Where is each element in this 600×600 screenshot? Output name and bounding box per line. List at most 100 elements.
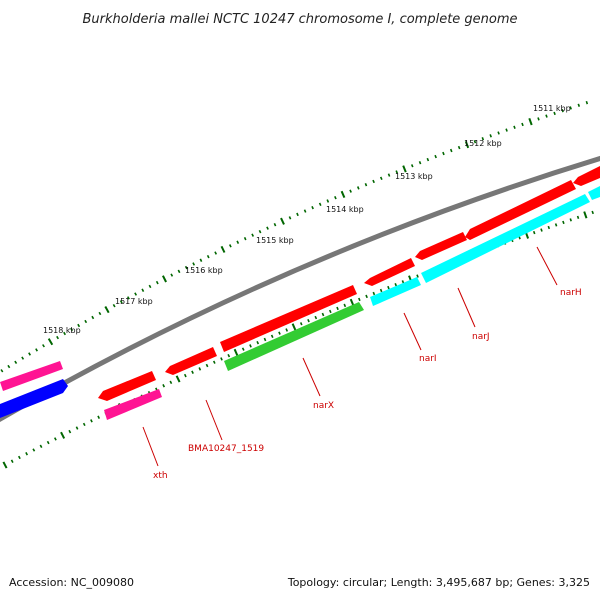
kbp-label-1516: 1516 kbp <box>185 266 223 275</box>
inner-tick <box>227 353 231 358</box>
outer-tick <box>434 154 437 159</box>
outer-tick <box>273 222 277 227</box>
kbp-label-1512: 1512 kbp <box>464 139 502 148</box>
gene-label-narH[interactable]: narH <box>560 288 582 298</box>
inner-tick <box>39 444 43 448</box>
kbp-label-1511: 1511 kbp <box>533 104 571 113</box>
gene-arrow[interactable] <box>370 277 421 306</box>
inner-tick <box>241 347 245 351</box>
inner-tick <box>233 348 239 357</box>
gene-arrow[interactable] <box>0 361 63 391</box>
outer-tick <box>70 327 73 332</box>
leader-line <box>536 246 558 286</box>
outer-tick <box>21 356 25 360</box>
outer-tick <box>364 183 368 187</box>
outer-tick <box>340 190 346 199</box>
inner-tick <box>416 274 419 278</box>
outer-tick <box>464 140 470 149</box>
gene-label-narI[interactable]: narI <box>419 354 437 364</box>
inner-tick <box>291 323 297 331</box>
gene-label-narX[interactable]: narX <box>313 401 334 411</box>
outer-tick <box>206 254 210 259</box>
gene-arrow[interactable] <box>220 285 357 352</box>
gene-label-xth[interactable]: xth <box>153 471 168 481</box>
inner-tick <box>569 218 572 222</box>
outer-tick <box>84 319 88 324</box>
outer-tick <box>228 244 232 248</box>
outer-tick <box>349 189 352 193</box>
gene-label-BMA10247_1519[interactable]: BMA10247_1519 <box>188 444 264 454</box>
inner-tick <box>90 419 93 423</box>
gene-arrow[interactable] <box>98 371 156 401</box>
leader-line <box>457 287 476 328</box>
gene-arrow[interactable] <box>224 302 364 371</box>
outer-tick <box>243 236 247 241</box>
gene-arrow[interactable] <box>165 347 217 375</box>
gene-arrow[interactable] <box>364 258 415 286</box>
gene-arrow[interactable] <box>573 166 600 186</box>
inner-tick <box>379 288 383 293</box>
outer-tick <box>379 176 383 181</box>
inner-tick <box>75 426 79 430</box>
outer-tick <box>91 315 95 320</box>
gene-arrow[interactable] <box>465 180 576 240</box>
outer-tick <box>104 306 110 314</box>
inner-tick <box>97 415 101 419</box>
outer-tick <box>318 202 322 207</box>
inner-tick <box>591 210 594 215</box>
outer-tick <box>288 216 292 220</box>
inner-tick <box>358 297 361 302</box>
inner-tick <box>2 461 8 469</box>
outer-tick <box>141 288 145 292</box>
inner-tick <box>307 318 310 323</box>
inner-tick <box>343 303 347 308</box>
outer-tick <box>372 179 375 184</box>
outer-tick <box>127 296 130 300</box>
kbp-label-1514: 1514 kbp <box>326 205 364 214</box>
inner-tick <box>540 228 543 232</box>
outer-tick <box>513 125 516 129</box>
outer-tick <box>449 148 453 153</box>
outer-tick <box>402 165 407 173</box>
inner-tick <box>547 225 551 230</box>
outer-tick <box>251 233 255 237</box>
gene-arrow[interactable] <box>0 379 68 418</box>
kbp-label-1517: 1517 kbp <box>115 297 153 306</box>
inner-tick <box>46 440 50 445</box>
outer-tick <box>418 161 422 165</box>
gene-arrow[interactable] <box>588 186 600 200</box>
inner-tick <box>220 357 223 361</box>
outer-tick <box>577 103 581 107</box>
chromosome-backbone <box>0 155 600 423</box>
inner-tick <box>328 309 332 314</box>
outer-tick <box>170 273 174 277</box>
outer-tick <box>236 240 240 244</box>
inner-tick <box>299 322 303 326</box>
outer-tick <box>528 117 533 126</box>
outer-tick <box>481 137 485 141</box>
outer-tick <box>162 275 167 283</box>
gene-arrow[interactable] <box>421 194 590 283</box>
inner-tick <box>321 312 325 317</box>
outer-tick <box>426 157 430 162</box>
outer-tick <box>177 269 181 274</box>
outer-tick <box>7 364 11 369</box>
inner-tick <box>583 211 588 219</box>
outer-tick <box>395 170 399 174</box>
gene-label-narJ[interactable]: narJ <box>472 332 490 342</box>
gene-arrow[interactable] <box>415 232 467 260</box>
outer-tick <box>505 128 508 132</box>
inner-tick <box>191 370 194 374</box>
outer-tick <box>77 323 81 328</box>
inner-tick <box>53 437 57 441</box>
outer-tick <box>134 292 138 296</box>
outer-tick <box>410 164 414 168</box>
inner-tick <box>205 363 209 368</box>
outer-tick <box>553 111 556 116</box>
gene-arrow[interactable] <box>104 389 162 420</box>
outer-tick <box>56 335 59 340</box>
outer-tick <box>521 122 524 127</box>
outer-tick <box>303 209 307 213</box>
outer-tick <box>155 280 159 285</box>
leader-line <box>302 357 321 397</box>
